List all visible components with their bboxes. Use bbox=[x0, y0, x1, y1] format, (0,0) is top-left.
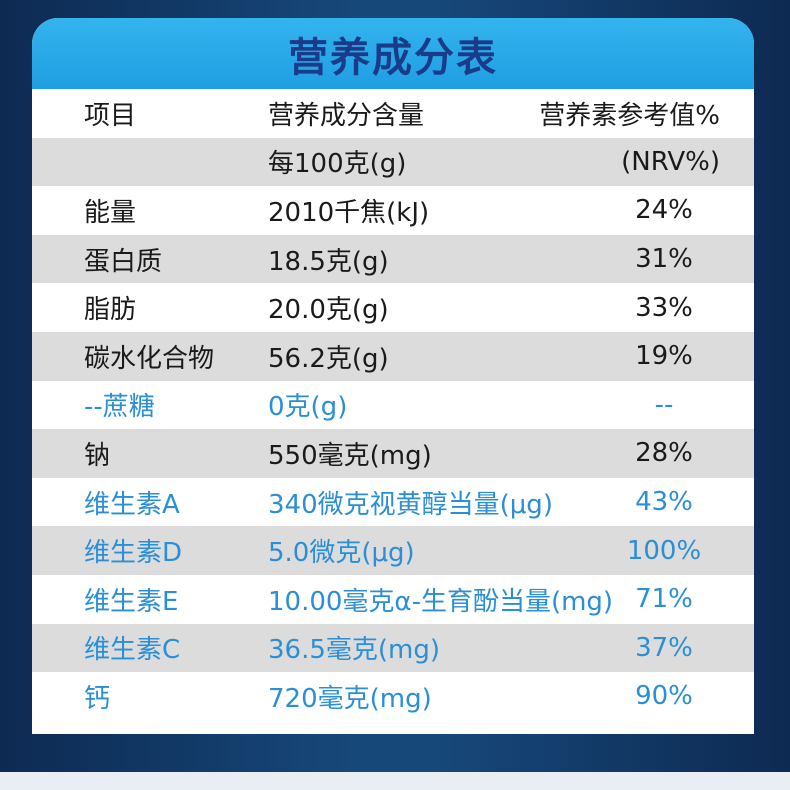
row-nrv: 100% bbox=[626, 535, 702, 566]
table-row-vitamin-d: 维生素D 5.0微克(μg) 100% bbox=[32, 526, 754, 575]
row-nrv: 90% bbox=[635, 681, 693, 712]
row-item: 钙 bbox=[84, 683, 111, 714]
row-item: --蔗糖 bbox=[84, 392, 155, 423]
row-amount: 550毫克(mg) bbox=[268, 440, 432, 471]
row-item: 碳水化合物 bbox=[84, 343, 215, 374]
header-amount-unit: 每100克(g) bbox=[268, 149, 407, 180]
row-item: 维生素C bbox=[84, 635, 181, 666]
row-item: 维生素A bbox=[84, 489, 180, 520]
row-item: 维生素D bbox=[84, 538, 183, 569]
row-nrv: -- bbox=[654, 389, 674, 420]
row-amount: 56.2克(g) bbox=[268, 343, 389, 374]
row-item: 能量 bbox=[84, 197, 137, 228]
row-amount: 20.0克(g) bbox=[268, 295, 389, 326]
header-item: 项目 bbox=[84, 100, 137, 131]
row-amount: 0克(g) bbox=[268, 392, 348, 423]
row-nrv: 33% bbox=[635, 292, 693, 323]
row-amount: 10.00毫克α-生育酚当量(mg) bbox=[268, 586, 614, 617]
row-nrv: 19% bbox=[635, 341, 693, 372]
row-item: 钠 bbox=[84, 440, 111, 471]
table-row-sucrose: --蔗糖 0克(g) -- bbox=[32, 380, 754, 430]
row-amount: 5.0微克(μg) bbox=[268, 538, 415, 569]
table-row-calcium: 钙 720毫克(mg) 90% bbox=[32, 672, 754, 721]
title-bar: 营养成分表 bbox=[32, 18, 754, 89]
row-amount: 18.5克(g) bbox=[268, 246, 389, 277]
header-amount: 营养成分含量 bbox=[268, 100, 425, 131]
row-amount: 36.5毫克(mg) bbox=[268, 635, 441, 666]
row-nrv: 28% bbox=[635, 438, 693, 469]
bottom-band bbox=[0, 772, 790, 790]
row-nrv: 24% bbox=[635, 195, 693, 226]
table-row-energy: 能量 2010千焦(kJ) 24% bbox=[32, 186, 754, 235]
row-nrv: 37% bbox=[635, 632, 693, 663]
table-title: 营养成分表 bbox=[288, 34, 498, 81]
row-nrv: 43% bbox=[635, 487, 693, 518]
header-row-1: 项目 营养成分含量 营养素参考值% bbox=[32, 89, 754, 138]
row-nrv: 31% bbox=[635, 244, 693, 275]
table-row-vitamin-c: 维生素C 36.5毫克(mg) 37% bbox=[32, 623, 754, 673]
table-row-protein: 蛋白质 18.5克(g) 31% bbox=[32, 234, 754, 284]
table-row-vitamin-a: 维生素A 340微克视黄醇当量(μg) 43% bbox=[32, 477, 754, 527]
row-nrv: 71% bbox=[635, 584, 693, 615]
row-amount: 340微克视黄醇当量(μg) bbox=[268, 489, 553, 520]
row-amount: 720毫克(mg) bbox=[268, 683, 432, 714]
table-row-carbohydrate: 碳水化合物 56.2克(g) 19% bbox=[32, 331, 754, 381]
row-item: 蛋白质 bbox=[84, 246, 163, 277]
header-nrv: 营养素参考值% bbox=[539, 100, 720, 131]
table-row-fat: 脂肪 20.0克(g) 33% bbox=[32, 283, 754, 332]
row-amount: 2010千焦(kJ) bbox=[268, 197, 430, 228]
table-row-vitamin-e: 维生素E 10.00毫克α-生育酚当量(mg) 71% bbox=[32, 574, 754, 624]
header-nrv-unit: (NRV%) bbox=[621, 146, 720, 177]
row-item: 维生素E bbox=[84, 586, 179, 617]
header-row-2: 每100克(g) (NRV%) bbox=[32, 137, 754, 187]
table-row-sodium: 钠 550毫克(mg) 28% bbox=[32, 429, 754, 478]
nutrition-table-card: 营养成分表 项目 营养成分含量 营养素参考值% 每100克(g) (NRV%) … bbox=[32, 18, 754, 734]
row-item: 脂肪 bbox=[84, 295, 137, 326]
